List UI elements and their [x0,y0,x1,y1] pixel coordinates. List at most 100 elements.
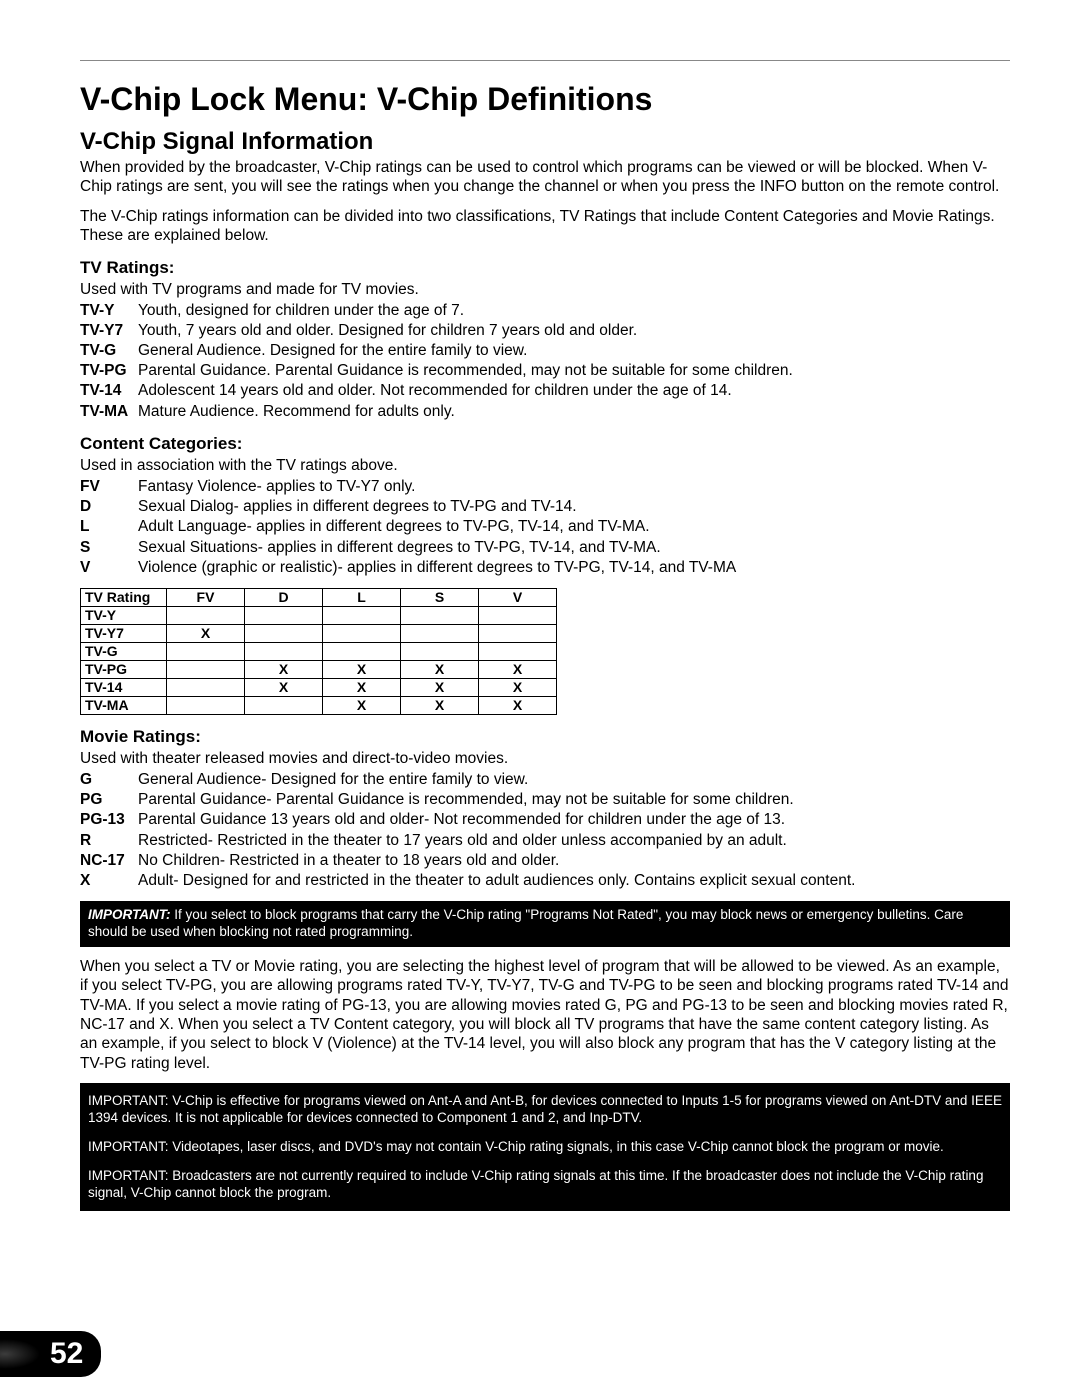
table-row: TV-MAXXX [81,696,557,714]
important-item: IMPORTANT: Broadcasters are not currentl… [88,1168,1002,1202]
table-cell [245,642,323,660]
definition-desc: Adult Language- applies in different deg… [138,517,1010,537]
section-heading: V-Chip Signal Information [80,128,1010,156]
definition-desc: Mature Audience. Recommend for adults on… [138,402,1010,422]
table-cell [479,624,557,642]
table-cell: TV-Y [81,606,167,624]
definition-row: VViolence (graphic or realistic)- applie… [80,558,1010,578]
table-cell: X [323,696,401,714]
definition-term: TV-14 [80,381,138,401]
important-label: IMPORTANT: [88,1168,169,1183]
tv-ratings-intro: Used with TV programs and made for TV mo… [80,280,1010,299]
important-label: IMPORTANT: [88,1093,169,1108]
definition-desc: Adult- Designed for and restricted in th… [138,871,1010,891]
definition-term: TV-Y7 [80,321,138,341]
table-cell: TV-14 [81,678,167,696]
important-item: IMPORTANT: Videotapes, laser discs, and … [88,1139,1002,1156]
table-cell [323,642,401,660]
movie-ratings-intro: Used with theater released movies and di… [80,749,1010,768]
content-cat-heading: Content Categories: [80,434,1010,454]
definition-row: LAdult Language- applies in different de… [80,517,1010,537]
explain-para: When you select a TV or Movie rating, yo… [80,957,1010,1073]
content-cat-intro: Used in association with the TV ratings … [80,456,1010,475]
ratings-table: TV RatingFVDLSVTV-YTV-Y7XTV-GTV-PGXXXXTV… [80,588,557,715]
table-header: D [245,588,323,606]
definition-term: NC-17 [80,851,138,871]
definition-row: NC-17No Children- Restricted in a theate… [80,851,1010,871]
definition-desc: Parental Guidance. Parental Guidance is … [138,361,1010,381]
intro-para-2: The V-Chip ratings information can be di… [80,207,1010,246]
definition-term: TV-MA [80,402,138,422]
table-cell [401,642,479,660]
definition-desc: Parental Guidance 13 years old and older… [138,810,1010,830]
important-text: Broadcasters are not currently required … [88,1168,983,1200]
definition-term: PG [80,790,138,810]
table-row: TV-G [81,642,557,660]
table-cell: X [401,678,479,696]
important-text: If you select to block programs that car… [88,907,963,939]
important-note-group: IMPORTANT: V-Chip is effective for progr… [80,1083,1010,1211]
table-cell [479,642,557,660]
table-row: TV-Y [81,606,557,624]
definition-desc: No Children- Restricted in a theater to … [138,851,1010,871]
table-cell [401,624,479,642]
table-cell: TV-MA [81,696,167,714]
table-header: L [323,588,401,606]
table-header: TV Rating [81,588,167,606]
top-rule [80,60,1010,61]
definition-term: TV-Y [80,301,138,321]
important-item: IMPORTANT: V-Chip is effective for progr… [88,1093,1002,1127]
table-row: TV-PGXXXX [81,660,557,678]
table-header: FV [167,588,245,606]
definition-desc: Youth, designed for children under the a… [138,301,1010,321]
definition-term: X [80,871,138,891]
page-number: 52 [0,1331,101,1377]
definition-row: DSexual Dialog- applies in different deg… [80,497,1010,517]
table-cell: X [167,624,245,642]
definition-desc: Violence (graphic or realistic)- applies… [138,558,1010,578]
table-cell [245,696,323,714]
tv-ratings-list: TV-YYouth, designed for children under t… [80,301,1010,422]
table-cell: X [245,660,323,678]
definition-desc: Parental Guidance- Parental Guidance is … [138,790,1010,810]
definition-desc: Fantasy Violence- applies to TV-Y7 only. [138,477,1010,497]
definition-term: PG-13 [80,810,138,830]
definition-term: S [80,538,138,558]
definition-desc: Restricted- Restricted in the theater to… [138,831,1010,851]
table-cell [245,624,323,642]
table-cell [167,642,245,660]
definition-term: L [80,517,138,537]
definition-row: PGParental Guidance- Parental Guidance i… [80,790,1010,810]
page-title: V-Chip Lock Menu: V-Chip Definitions [80,81,1010,118]
definition-row: TV-Y7Youth, 7 years old and older. Desig… [80,321,1010,341]
definition-term: D [80,497,138,517]
table-cell [323,606,401,624]
important-label: IMPORTANT: [88,1139,169,1154]
table-cell [167,678,245,696]
table-header: S [401,588,479,606]
table-cell [323,624,401,642]
definition-row: TV-MAMature Audience. Recommend for adul… [80,402,1010,422]
definition-row: TV-GGeneral Audience. Designed for the e… [80,341,1010,361]
important-note-1: IMPORTANT: If you select to block progra… [80,901,1010,947]
definition-row: XAdult- Designed for and restricted in t… [80,871,1010,891]
table-cell: X [245,678,323,696]
table-cell [167,696,245,714]
definition-desc: Sexual Dialog- applies in different degr… [138,497,1010,517]
page-footer: 52 [0,1331,101,1377]
definition-row: TV-YYouth, designed for children under t… [80,301,1010,321]
table-cell [479,606,557,624]
movie-ratings-heading: Movie Ratings: [80,727,1010,747]
definition-term: TV-G [80,341,138,361]
table-cell: X [401,660,479,678]
table-cell [245,606,323,624]
intro-para-1: When provided by the broadcaster, V-Chip… [80,158,1010,197]
definition-row: GGeneral Audience- Designed for the enti… [80,770,1010,790]
important-text: Videotapes, laser discs, and DVD's may n… [169,1139,944,1154]
definition-desc: Adolescent 14 years old and older. Not r… [138,381,1010,401]
movie-ratings-list: GGeneral Audience- Designed for the enti… [80,770,1010,891]
definition-row: FVFantasy Violence- applies to TV-Y7 onl… [80,477,1010,497]
table-cell: X [479,678,557,696]
definition-row: TV-14Adolescent 14 years old and older. … [80,381,1010,401]
table-header: V [479,588,557,606]
